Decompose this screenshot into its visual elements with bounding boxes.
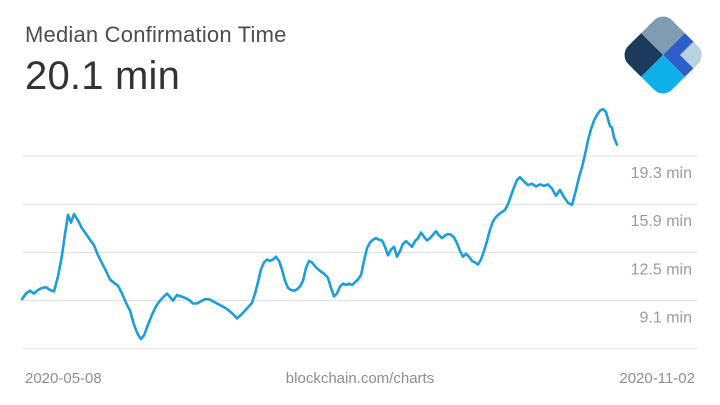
blockchain-logo-diamond: [619, 11, 707, 99]
chart-current-value: 20.1 min: [25, 54, 181, 98]
y-axis-label: 9.1 min: [640, 310, 692, 327]
chart-footer: 2020-05-08 blockchain.com/charts 2020-11…: [25, 368, 695, 388]
chart-title: Median Confirmation Time: [25, 22, 287, 47]
y-axis-label: 19.3 min: [631, 165, 692, 182]
x-axis-end-date: 2020-11-02: [619, 369, 695, 387]
median-confirmation-time-line: [20, 107, 619, 341]
chart-header: Median Confirmation Time 20.1 min: [25, 22, 287, 99]
y-axis-label: 15.9 min: [631, 213, 692, 230]
blockchain-logo: [619, 11, 707, 99]
watermark-url: blockchain.com/charts: [285, 369, 435, 387]
x-axis-start-date: 2020-05-08: [25, 369, 102, 387]
y-axis-label: 12.5 min: [631, 261, 692, 278]
